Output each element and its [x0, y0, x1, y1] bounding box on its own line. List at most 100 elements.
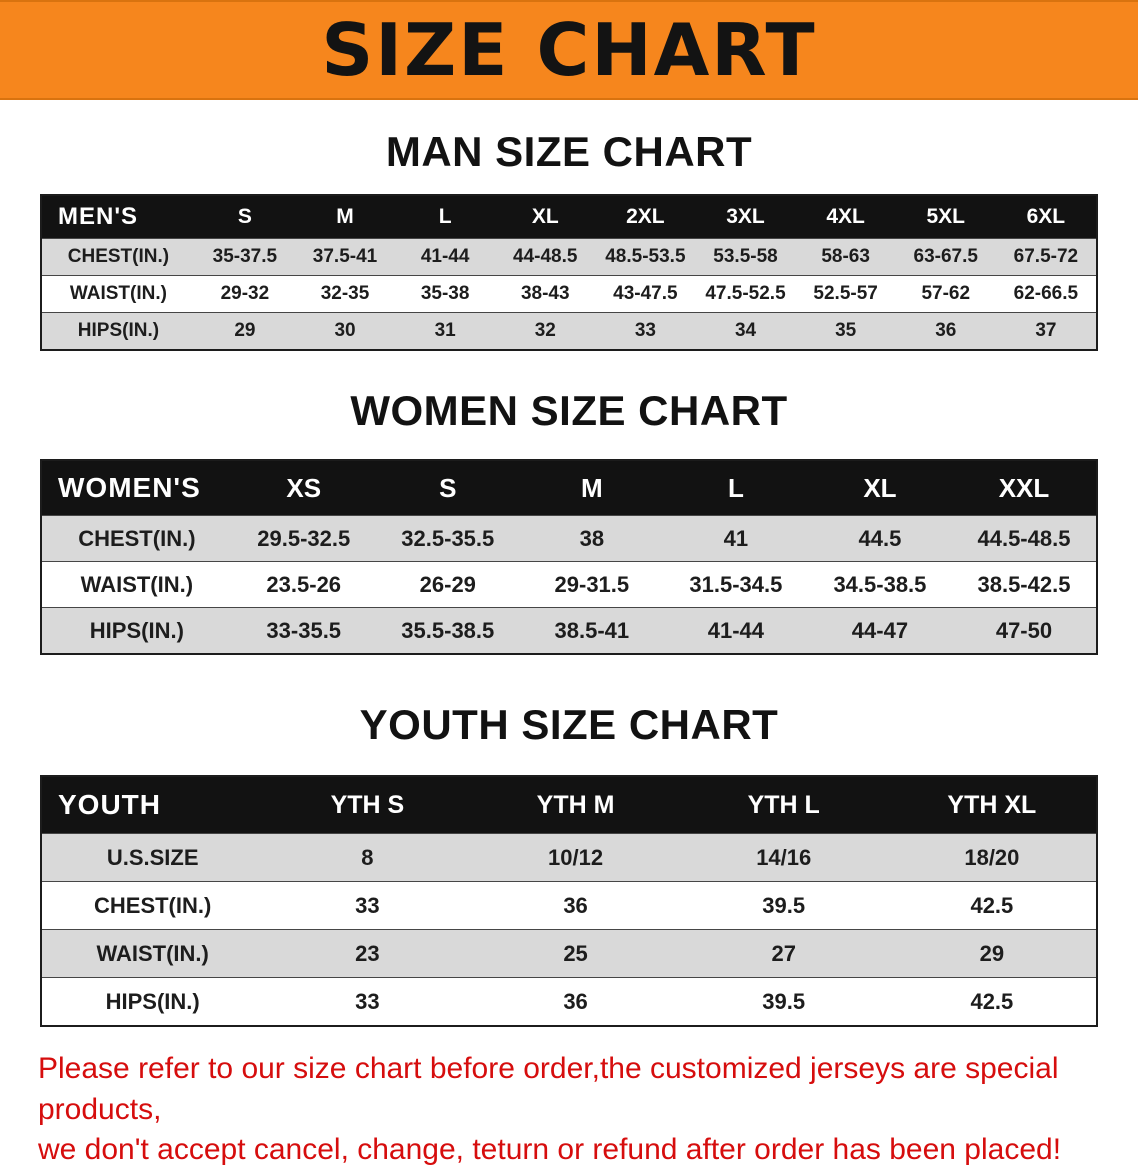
size-chart-banner: SIZE CHART — [0, 0, 1138, 100]
size-value: 29-32 — [220, 283, 270, 304]
size-value: 38.5-41 — [554, 617, 630, 643]
youth-header-yth-l: YTH L — [747, 790, 820, 819]
youth-table-title: YOUTH — [58, 789, 161, 820]
size-value: 42.5 — [970, 988, 1014, 1014]
size-value: 52.5-57 — [813, 283, 878, 304]
mens-row-hips-in: HIPS(IN.) 29 30 31 32 33 34 35 36 37 — [42, 312, 1096, 349]
size-value: 38-43 — [520, 283, 570, 304]
womens-header-s: S — [439, 472, 457, 503]
size-value: 62-66.5 — [1013, 283, 1079, 304]
size-value: 29 — [979, 940, 1005, 966]
size-value: 48.5-53.5 — [605, 246, 686, 267]
row-label: HIPS(IN.) — [77, 320, 160, 341]
size-value: 35-38 — [420, 283, 470, 304]
womens-header-xs: XS — [286, 472, 322, 503]
man-size-chart-heading: MAN SIZE CHART — [385, 128, 753, 175]
youth-header-yth-s: YTH S — [330, 790, 405, 819]
size-value: 36 — [563, 892, 588, 918]
womens-header-m: M — [581, 472, 603, 503]
size-value: 38 — [579, 525, 605, 551]
size-value: 29-31.5 — [554, 571, 630, 597]
mens-table-title: MEN'S — [58, 203, 139, 230]
mens-header-4xl: 4XL — [826, 205, 865, 228]
size-value: 36 — [935, 320, 957, 341]
mens-header-3xl: 3XL — [726, 205, 765, 228]
mens-header-5xl: 5XL — [926, 205, 966, 228]
youth-row-waist-in: WAIST(IN.) 23 25 27 29 — [42, 929, 1096, 977]
size-value: 58-63 — [821, 246, 870, 267]
size-value: 63-67.5 — [913, 246, 978, 267]
women-size-chart-heading: WOMEN SIZE CHART — [350, 387, 788, 434]
size-value: 34 — [734, 320, 757, 341]
size-value: 27 — [771, 940, 796, 966]
size-value: 53.5-58 — [713, 246, 778, 267]
womens-row-hips-in: HIPS(IN.) 33-35.5 35.5-38.5 38.5-41 41-44 44-… — [42, 607, 1096, 653]
size-value: 23 — [355, 940, 380, 966]
youth-row-u-s-size: U.S.SIZE 8 10/12 14/16 18/20 — [42, 833, 1096, 881]
size-value: 37 — [1035, 320, 1057, 341]
women-size-chart-section: WOMEN SIZE CHART WOMEN'S XS S M L XL XXL CHEST(… — [0, 387, 1138, 655]
youth-header-yth-m: YTH M — [536, 790, 615, 819]
row-label: HIPS(IN.) — [89, 617, 184, 643]
size-value: 10/12 — [548, 844, 604, 870]
mens-row-waist-in: WAIST(IN.) 29-32 32-35 35-38 38-43 43-47.5 47.… — [42, 275, 1096, 312]
size-value: 57-62 — [921, 283, 971, 304]
size-value: 47-50 — [995, 617, 1053, 643]
size-value: 23.5-26 — [266, 571, 342, 597]
size-value: 32-35 — [320, 283, 370, 304]
size-value: 33 — [355, 892, 380, 918]
youth-size-chart-heading: YOUTH SIZE CHART — [359, 701, 779, 748]
size-value: 33 — [634, 320, 656, 341]
size-value: 41 — [723, 525, 749, 551]
size-value: 41-44 — [420, 246, 470, 267]
size-value: 42.5 — [970, 892, 1014, 918]
order-disclaimer: Please refer to our size chart before or… — [38, 1049, 1100, 1171]
row-label: HIPS(IN.) — [105, 988, 200, 1014]
size-value: 30 — [334, 320, 356, 341]
size-value: 41-44 — [707, 617, 765, 643]
mens-header-l: L — [438, 205, 452, 228]
size-value: 67.5-72 — [1013, 246, 1079, 267]
size-value: 39.5 — [762, 892, 806, 918]
size-value: 29 — [234, 320, 256, 341]
mens-header-row: MEN'S S M L XL 2XL 3XL 4XL 5XL 6XL — [42, 196, 1096, 238]
size-value: 38.5-42.5 — [977, 571, 1071, 597]
size-value: 33-35.5 — [266, 617, 342, 643]
youth-header-yth-xl: YTH XL — [947, 790, 1037, 819]
size-value: 43-47.5 — [613, 283, 678, 304]
row-label: CHEST(IN.) — [94, 892, 212, 918]
disclaimer-line-2: we don't accept cancel, change, teturn o… — [38, 1133, 1062, 1166]
size-value: 47.5-52.5 — [705, 283, 786, 304]
size-value: 18/20 — [964, 844, 1020, 870]
size-value: 35 — [835, 320, 857, 341]
mens-row-chest-in: CHEST(IN.) 35-37.5 37.5-41 41-44 44-48.5 48.5… — [42, 238, 1096, 275]
row-label: WAIST(IN.) — [80, 571, 194, 597]
size-value: 32 — [534, 320, 556, 341]
size-value: 14/16 — [756, 844, 812, 870]
size-value: 29.5-32.5 — [257, 525, 351, 551]
size-value: 44-47 — [851, 617, 909, 643]
youth-size-table: YOUTH YTH S YTH M YTH L YTH XL U.S.SIZE 8 10/12… — [40, 775, 1098, 1027]
mens-header-xl: XL — [531, 205, 559, 228]
mens-size-table: MEN'S S M L XL 2XL 3XL 4XL 5XL 6XL CHEST(IN.) 35-37… — [40, 194, 1098, 351]
womens-header-xl: XL — [863, 472, 897, 503]
youth-row-chest-in: CHEST(IN.) 33 36 39.5 42.5 — [42, 881, 1096, 929]
mens-header-2xl: 2XL — [626, 205, 665, 228]
row-label: CHEST(IN.) — [67, 246, 170, 267]
womens-header-row: WOMEN'S XS S M L XL XXL — [42, 461, 1096, 515]
size-value: 25 — [563, 940, 588, 966]
mens-header-s: S — [237, 205, 252, 228]
size-value: 31.5-34.5 — [689, 571, 783, 597]
youth-size-chart-section: YOUTH SIZE CHART YOUTH YTH S YTH M YTH L YTH… — [0, 701, 1138, 1027]
size-value: 32.5-35.5 — [401, 525, 495, 551]
size-value: 35-37.5 — [212, 246, 278, 267]
womens-size-table: WOMEN'S XS S M L XL XXL CHEST(IN.) 29.5-32.5 32.5… — [40, 459, 1098, 655]
size-value: 44-48.5 — [513, 246, 578, 267]
size-value: 44.5-48.5 — [977, 525, 1071, 551]
row-label: U.S.SIZE — [106, 844, 199, 870]
mens-header-6xl: 6XL — [1026, 205, 1066, 228]
youth-header-row: YOUTH YTH S YTH M YTH L YTH XL — [42, 777, 1096, 833]
row-label: WAIST(IN.) — [69, 283, 167, 304]
mens-header-m: M — [336, 205, 354, 228]
size-value: 44.5 — [858, 525, 902, 551]
